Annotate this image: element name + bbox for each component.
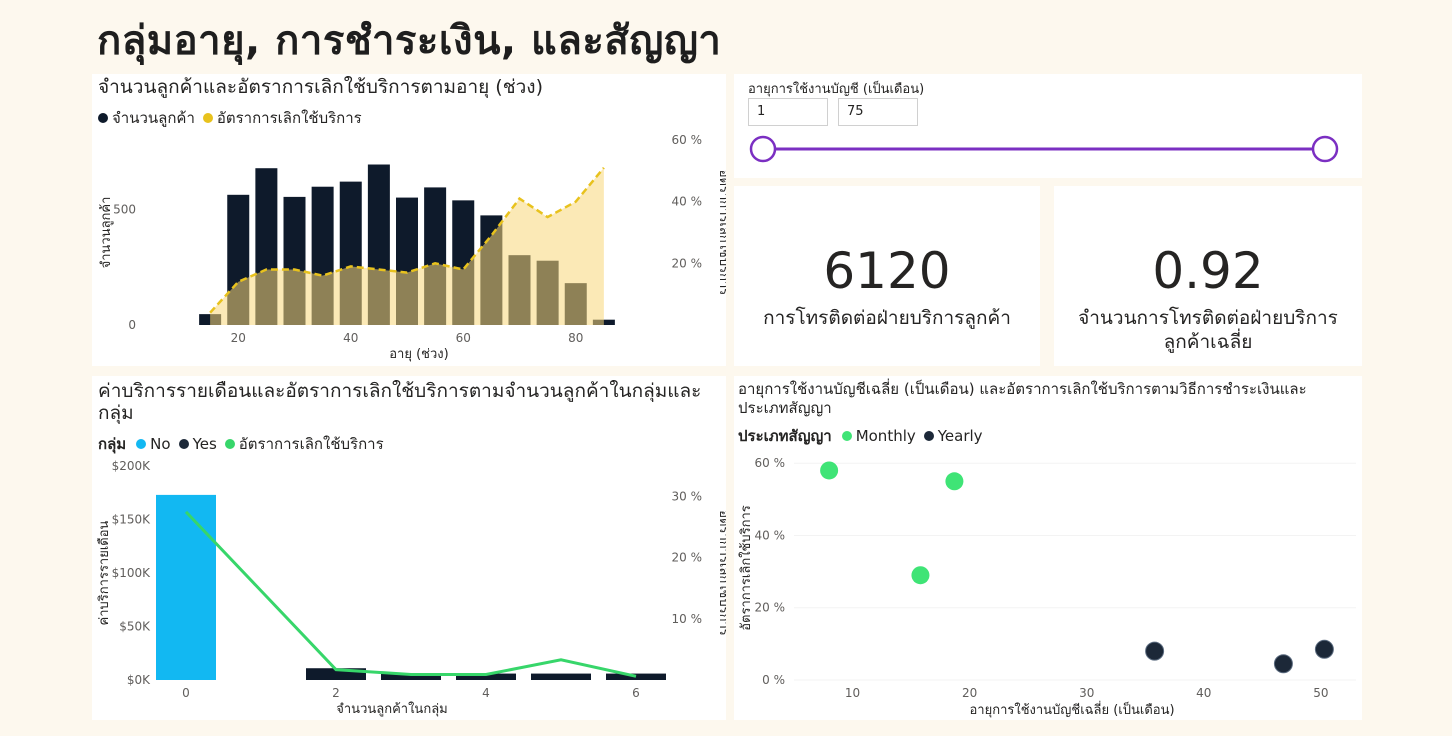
- group-y-label: ค่าบริการรายเดือน: [96, 520, 112, 625]
- group-y-tick: $0K: [127, 673, 151, 687]
- age-x-tick: 60: [456, 331, 471, 345]
- scatter-legend: ประเภทสัญญา Monthly Yearly: [738, 424, 983, 448]
- legend-title-group: กลุ่ม: [98, 435, 127, 453]
- churn-rate-line: [184, 510, 637, 678]
- slicer-title: อายุการใช้งานบัญชี (เป็นเดือน): [748, 82, 925, 97]
- scatter-point-yearly-1: [1273, 654, 1293, 674]
- legend-item-churn[interactable]: อัตราการเลิกใช้บริการ: [216, 109, 362, 127]
- age-y2-label: อัตราการเลิกใช้บริการ: [716, 170, 726, 296]
- group-y2-tick: 10 %: [672, 612, 703, 626]
- age-chart[interactable]: 20 40 60 80 0 500 20 % 40 % 60 % อายุ (ช่วง) จำนวน…: [92, 74, 726, 366]
- scatter-point-monthly-2: [911, 566, 930, 585]
- scatter-y-tick: 60 %: [755, 456, 786, 470]
- tenure-scatter-panel: อายุการใช้งานบัญชีเฉลี่ย (เป็นเดือน) และ…: [734, 376, 1362, 720]
- age-y2-tick: 40 %: [672, 195, 703, 209]
- legend-item-yes[interactable]: Yes: [192, 435, 217, 453]
- scatter-x-tick: 30: [1079, 686, 1094, 700]
- scatter-x-tick: 50: [1313, 686, 1328, 700]
- group-chart-legend: กลุ่ม No Yes อัตราการเลิกใช้บริการ: [98, 432, 384, 456]
- calls-card-value: 6120: [823, 242, 951, 300]
- scatter-title: อายุการใช้งานบัญชีเฉลี่ย (เป็นเดือน) และ…: [738, 380, 1307, 417]
- tenure-scatter-chart[interactable]: 0 % 20 % 40 % 60 % 10 20 30 40 50 อายุการใช้งานบั…: [734, 376, 1362, 720]
- age-chart-legend: จำนวนลูกค้า อัตราการเลิกใช้บริการ: [90, 106, 362, 130]
- age-y2-tick: 20 %: [672, 256, 703, 270]
- legend-title-contract: ประเภทสัญญา: [738, 427, 832, 445]
- churn-area: [210, 167, 604, 325]
- group-y2-tick: 30 %: [672, 490, 703, 504]
- scatter-y-tick: 0 %: [762, 673, 785, 687]
- legend-dot-yearly: [923, 431, 934, 441]
- legend-dot-customers: [98, 113, 108, 123]
- legend-item-no[interactable]: No: [150, 435, 171, 453]
- age-x-tick: 40: [343, 331, 358, 345]
- age-x-label: อายุ (ช่วง): [389, 347, 448, 362]
- legend-dot-monthly: [841, 431, 852, 441]
- avg-calls-card-label: จำนวนการโทรติดต่อฝ่ายบริการลูกค้าเฉลี่ย: [1078, 307, 1338, 353]
- slider-min-handle: [749, 135, 777, 163]
- group-y2-tick: 20 %: [672, 551, 703, 565]
- bar-yes-5: [531, 673, 591, 680]
- group-x-tick: 4: [482, 686, 490, 700]
- legend-dot-no: [136, 439, 147, 449]
- scatter-point-monthly-0: [820, 461, 839, 480]
- scatter-point-yearly-2: [1314, 639, 1334, 659]
- legend-dot-churn-rate: [224, 439, 235, 449]
- avg-calls-card: 0.92 จำนวนการโทรติดต่อฝ่ายบริการลูกค้าเฉ…: [1054, 186, 1362, 366]
- age-x-tick: 20: [231, 331, 246, 345]
- scatter-x-label: อายุการใช้งานบัญชีเฉลี่ย (เป็นเดือน): [969, 700, 1174, 718]
- age-y-tick: 0: [128, 318, 136, 332]
- group-chart-title: ค่าบริการรายเดือนและอัตราการเลิกใช้บริกา…: [98, 380, 702, 424]
- legend-item-churn-rate[interactable]: อัตราการเลิกใช้บริการ: [238, 435, 384, 453]
- slider-max-handle: [1311, 135, 1339, 163]
- slicer-max-input[interactable]: 75: [838, 98, 918, 126]
- age-chart-title: จำนวนลูกค้าและอัตราการเลิกใช้บริการตามอา…: [98, 76, 543, 98]
- slicer-min-input[interactable]: 1: [748, 98, 828, 126]
- scatter-point-monthly-1: [945, 472, 964, 491]
- calls-card: 6120 การโทรติดต่อฝ่ายบริการลูกค้า: [734, 186, 1040, 366]
- group-x-tick: 6: [632, 686, 640, 700]
- tenure-slicer-panel: อายุการใช้งานบัญชี (เป็นเดือน) 1 75: [734, 74, 1362, 178]
- group-y-tick: $150K: [112, 513, 152, 527]
- group-x-tick: 0: [182, 686, 190, 700]
- legend-item-yearly[interactable]: Yearly: [937, 427, 983, 445]
- scatter-y-tick: 20 %: [755, 601, 786, 615]
- group-x-label: จำนวนลูกค้าในกลุ่ม: [336, 701, 447, 717]
- avg-calls-card-value: 0.92: [1152, 242, 1264, 300]
- legend-item-customers[interactable]: จำนวนลูกค้า: [112, 109, 195, 127]
- group-y2-label: อัตราการเลิกใช้บริการ: [716, 510, 726, 636]
- group-y-tick: $200K: [112, 459, 152, 473]
- slicer-track[interactable]: [734, 74, 1362, 178]
- bar-yes-2: [306, 668, 366, 680]
- scatter-x-tick: 10: [845, 686, 860, 700]
- bar-yes-6: [606, 673, 666, 680]
- scatter-y-tick: 40 %: [755, 528, 786, 542]
- group-chart-panel: ค่าบริการรายเดือนและอัตราการเลิกใช้บริกา…: [92, 376, 726, 720]
- group-y-tick: $50K: [119, 620, 151, 634]
- group-y-tick: $100K: [112, 566, 152, 580]
- scatter-point-yearly-0: [1145, 641, 1165, 661]
- group-chart[interactable]: 0 2 4 6 $0K $50K $100K $150K $200K 10 % 20 % 30 % จำ…: [92, 376, 726, 720]
- age-chart-panel: จำนวนลูกค้าและอัตราการเลิกใช้บริการตามอา…: [92, 74, 726, 366]
- bar-yes-4: [456, 673, 516, 680]
- age-x-tick: 80: [568, 331, 583, 345]
- page-title: กลุ่มอายุ, การชำระเงิน, และสัญญา: [97, 18, 722, 64]
- age-y2-tick: 60 %: [672, 133, 703, 147]
- scatter-y-label: อัตราการเลิกใช้บริการ: [738, 505, 754, 631]
- legend-dot-yes: [178, 439, 189, 449]
- group-x-tick: 2: [332, 686, 340, 700]
- legend-item-monthly[interactable]: Monthly: [855, 427, 916, 445]
- age-y-label: จำนวนลูกค้า: [99, 197, 114, 269]
- scatter-x-tick: 20: [962, 686, 977, 700]
- age-y-tick: 500: [113, 202, 136, 216]
- scatter-x-tick: 40: [1196, 686, 1211, 700]
- bar-yes-3: [381, 673, 441, 680]
- bar-no-0: [156, 494, 216, 680]
- legend-dot-churn: [202, 113, 213, 123]
- calls-card-label: การโทรติดต่อฝ่ายบริการลูกค้า: [763, 307, 1011, 329]
